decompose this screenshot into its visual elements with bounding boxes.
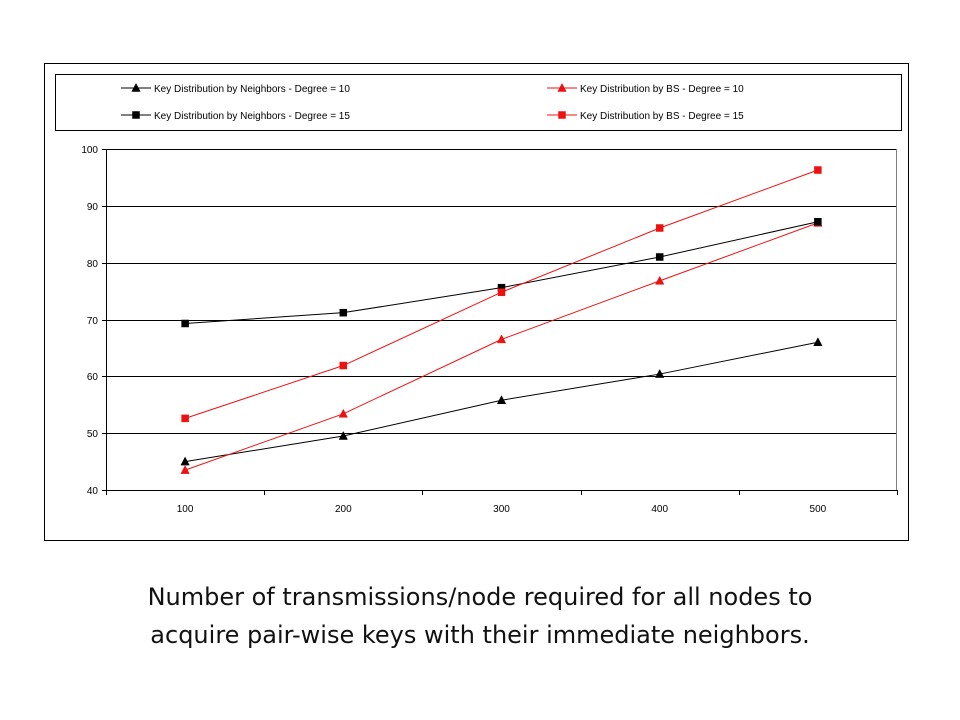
y-tick-label: 70	[87, 316, 99, 327]
y-tick-label: 90	[87, 202, 99, 213]
series-4-point	[497, 288, 506, 296]
series-2-point	[338, 408, 348, 418]
y-tick-label: 60	[87, 372, 99, 383]
series-1-point	[496, 395, 507, 404]
caption-line-2: acquire pair-wise keys with their immedi…	[150, 621, 810, 649]
series-2-point	[655, 275, 665, 285]
series-3-point	[814, 217, 822, 226]
series-1-point	[655, 369, 665, 378]
series-3-point	[655, 253, 664, 261]
y-tick-label: 100	[81, 145, 98, 156]
series-1-point	[338, 430, 348, 440]
x-tick-label: 300	[493, 504, 510, 515]
y-tick-label: 80	[87, 259, 99, 270]
legend-marker-4	[558, 111, 566, 119]
legend-marker-3	[132, 111, 140, 119]
series-3-point	[339, 308, 348, 317]
caption-line-1: Number of transmissions/node required fo…	[147, 583, 813, 611]
legend-label-1: Key Distribution by Neighbors - Degree =…	[154, 84, 350, 95]
series-4-point	[181, 414, 189, 423]
x-tick-label: 400	[651, 504, 668, 515]
x-tick-label: 500	[810, 504, 827, 515]
line-chart: Key Distribution by Neighbors - Degree =…	[55, 74, 902, 515]
y-tick-label: 50	[87, 429, 99, 440]
legend-label-2: Key Distribution by BS - Degree = 10	[580, 84, 744, 95]
x-tick-label: 100	[177, 504, 194, 515]
x-tick-label: 200	[335, 504, 352, 515]
legend-box	[55, 74, 902, 131]
slide-caption: Number of transmissions/node required fo…	[0, 578, 960, 654]
series-4-point	[339, 361, 348, 370]
series-4-point	[814, 166, 822, 174]
series-4-point	[655, 224, 664, 232]
series-2-point	[496, 334, 507, 344]
series-1-point	[813, 337, 823, 346]
legend-marker-1	[131, 82, 141, 92]
legend-label-4: Key Distribution by BS - Degree = 15	[580, 111, 744, 122]
series-3-point	[181, 319, 189, 328]
series-2-point	[180, 465, 190, 474]
legend-marker-2	[557, 82, 567, 92]
y-tick-label: 40	[87, 486, 99, 497]
legend-label-3: Key Distribution by Neighbors - Degree =…	[154, 111, 350, 122]
plot-area	[106, 149, 897, 490]
chart-frame: Key Distribution by Neighbors - Degree =…	[44, 63, 909, 541]
